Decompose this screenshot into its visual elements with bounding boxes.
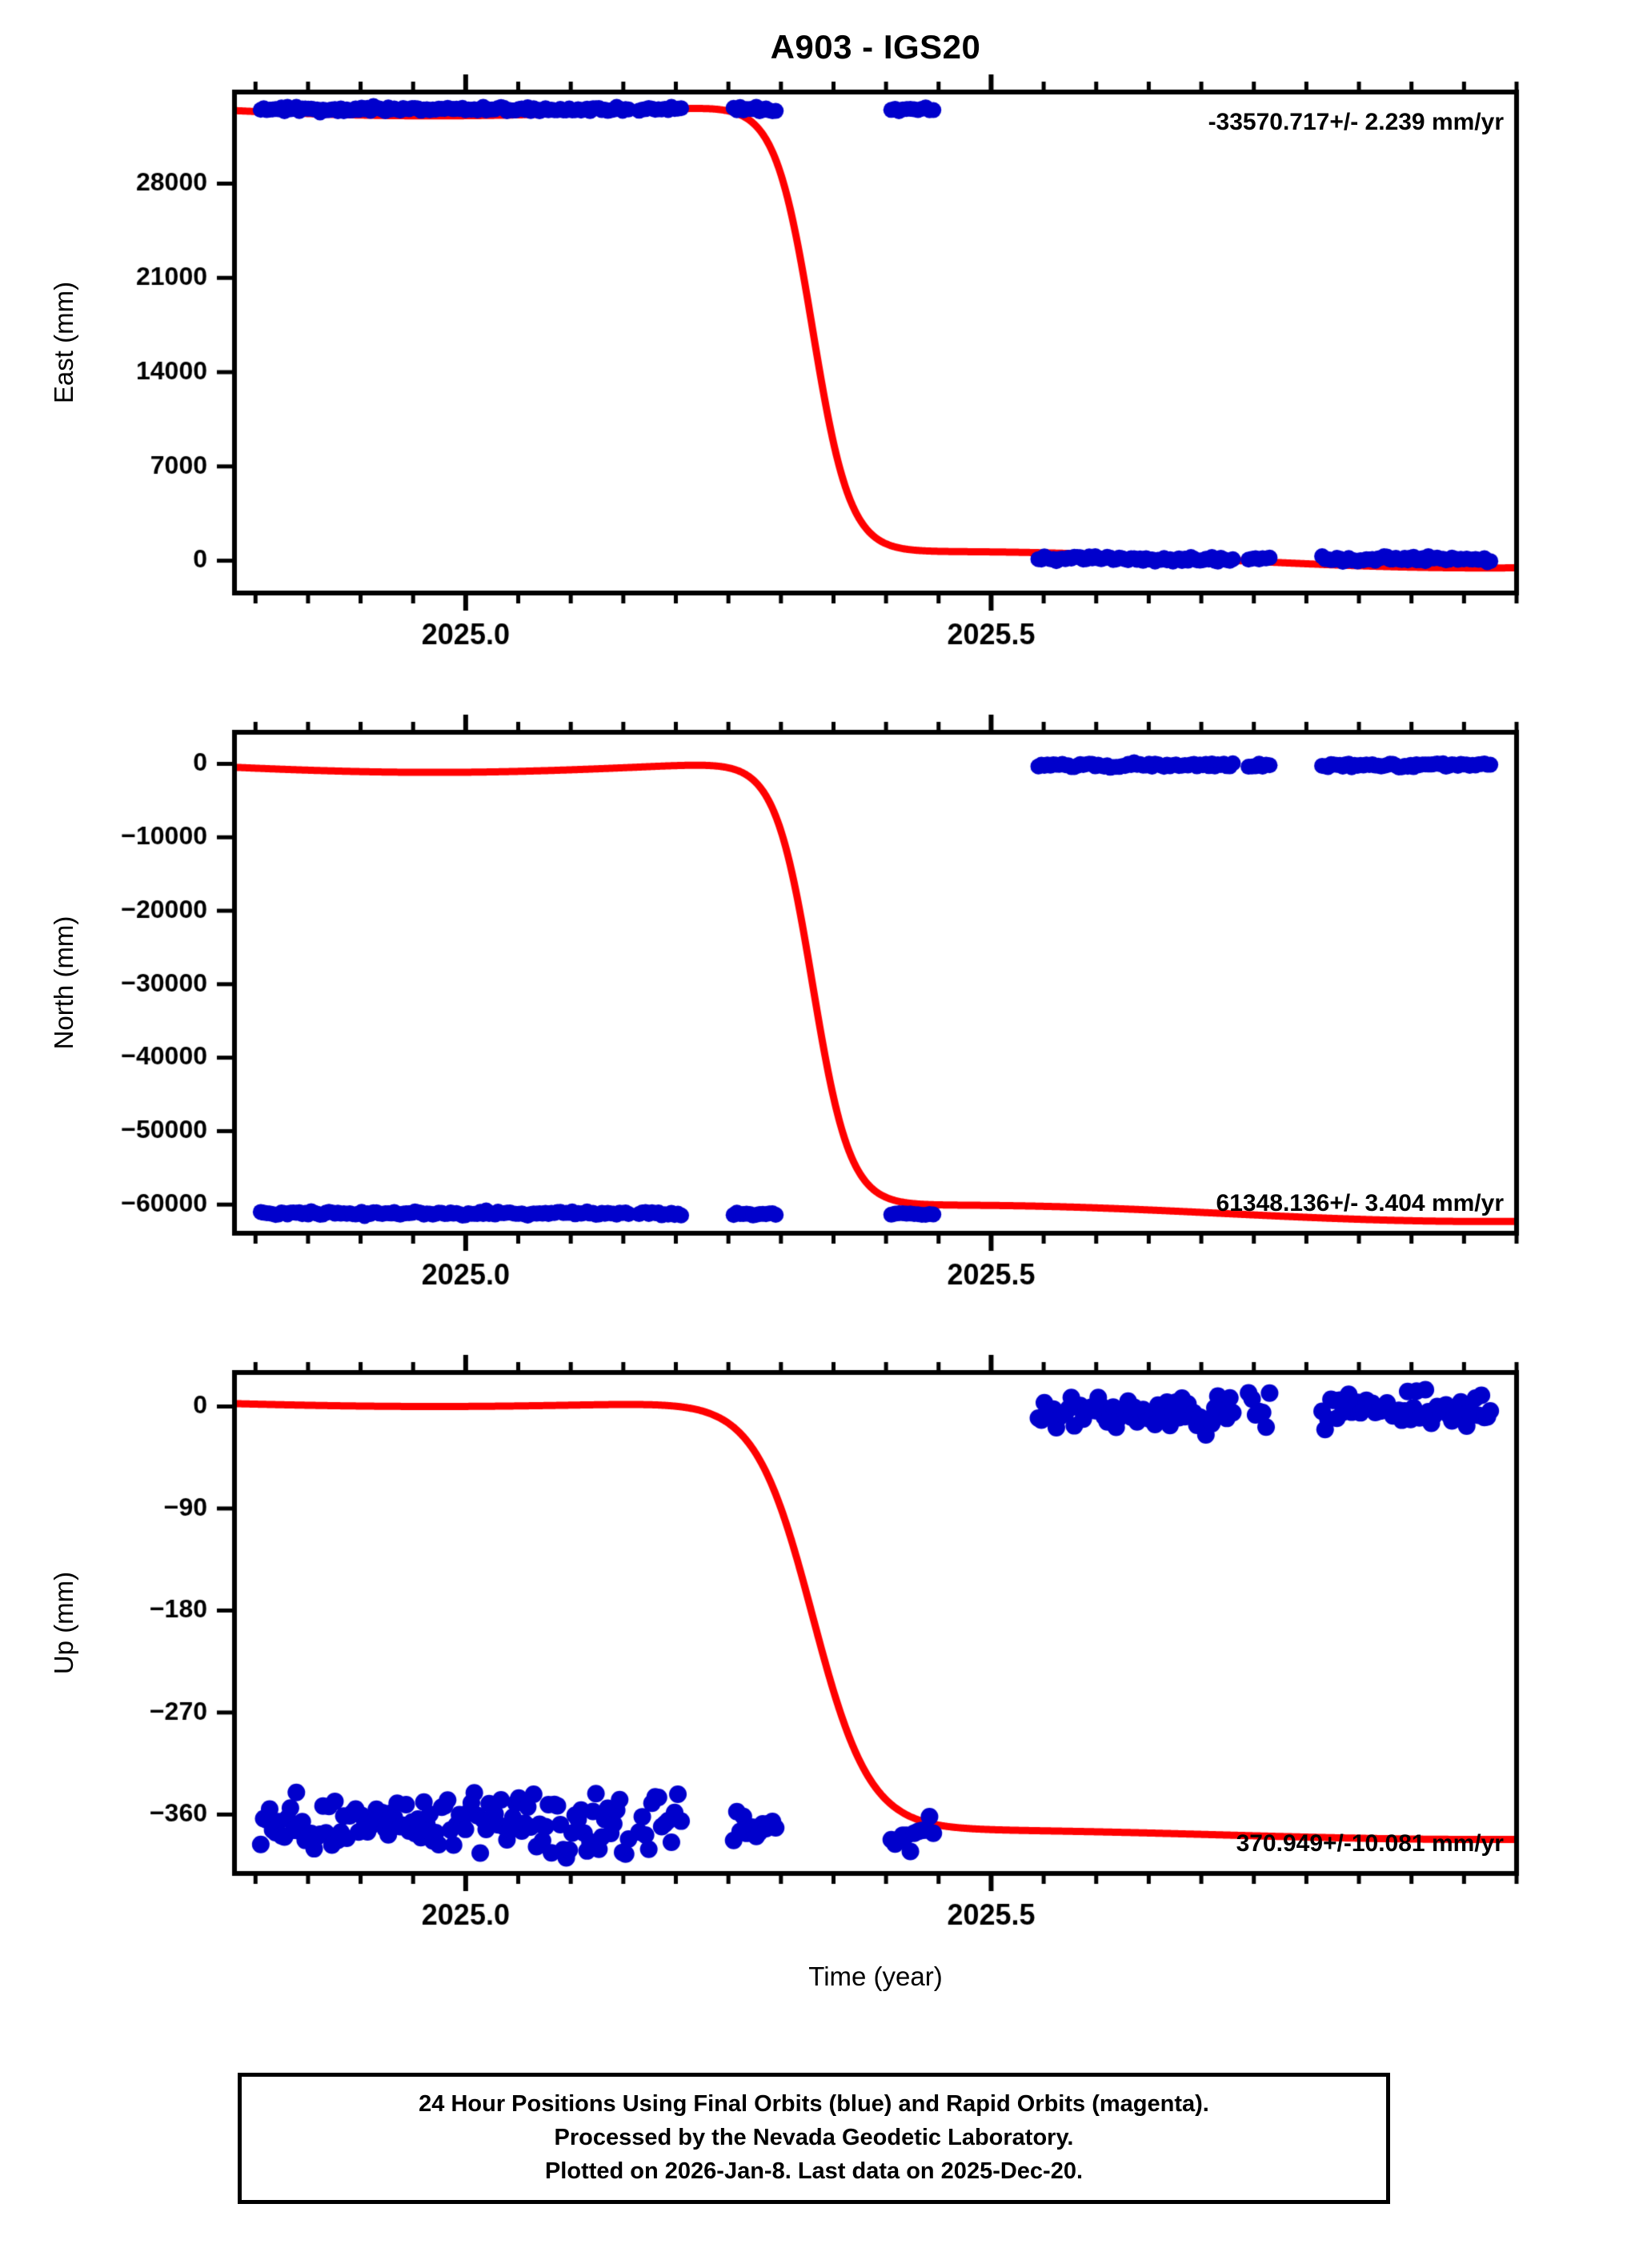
caption-line-3: Plotted on 2026-Jan-8. Last data on 2025… xyxy=(544,2158,1084,2184)
north-axis-label: North (mm) xyxy=(49,916,78,1050)
caption-line-1: 24 Hour Positions Using Final Orbits (bl… xyxy=(419,2091,1209,2117)
up-axis-label: Up (mm) xyxy=(49,1571,78,1675)
page-title: A903 - IGS20 xyxy=(770,28,981,66)
east-rate-annotation: -33570.717+/- 2.239 mm/yr xyxy=(1208,109,1504,135)
up-rate-annotation: 370.949+/-10.081 mm/yr xyxy=(1236,1830,1504,1857)
caption-box: 24 Hour Positions Using Final Orbits (bl… xyxy=(238,2073,1390,2204)
time-axis-label: Time (year) xyxy=(808,1961,943,1991)
east-axis-label: East (mm) xyxy=(49,281,78,404)
north-rate-annotation: 61348.136+/- 3.404 mm/yr xyxy=(1216,1190,1504,1216)
caption-line-2: Processed by the Nevada Geodetic Laborat… xyxy=(554,2125,1074,2150)
